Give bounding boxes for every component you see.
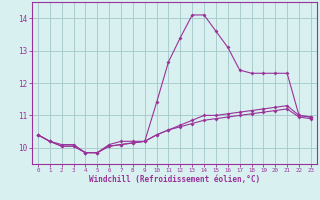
X-axis label: Windchill (Refroidissement éolien,°C): Windchill (Refroidissement éolien,°C): [89, 175, 260, 184]
